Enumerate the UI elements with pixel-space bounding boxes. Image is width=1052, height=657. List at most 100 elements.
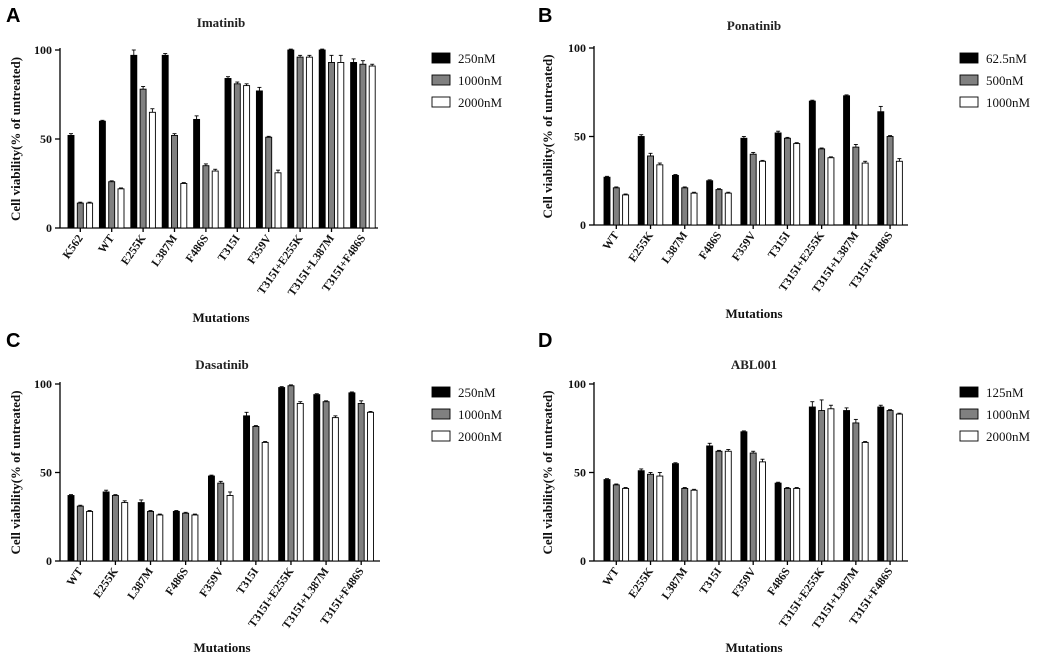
- legend-label: 500nM: [986, 73, 1024, 88]
- bar-b-3-2: [724, 192, 732, 226]
- legend-label: 1000nM: [458, 73, 503, 88]
- bar-b-3-0: [706, 180, 714, 226]
- bar-d-5-0: [774, 482, 782, 562]
- bar-c-6-1: [287, 385, 295, 562]
- legend-swatch: [431, 52, 451, 64]
- legend-label: 1000nM: [458, 407, 503, 422]
- y-tick-label: 100: [568, 41, 586, 55]
- legend-swatch: [431, 386, 451, 398]
- bar-b-0-0: [603, 176, 611, 226]
- bar-b-2-0: [671, 174, 679, 226]
- x-category-label: WT: [65, 566, 86, 589]
- bar-b-7-1: [852, 146, 860, 226]
- bar-c-4-0: [207, 475, 215, 562]
- bar-d-8-0: [877, 406, 885, 562]
- bar-a-9-1: [359, 63, 367, 229]
- legend-swatch: [431, 74, 451, 86]
- bar-c-3-1: [182, 512, 190, 562]
- chart-panel-d: D ABL001 0 50 100 Cell viability(% of untreat…: [538, 330, 1031, 655]
- bar-b-4-1: [749, 153, 757, 226]
- bar-a-6-0: [255, 90, 263, 229]
- legend-label: 1000nM: [986, 407, 1031, 422]
- panel-letter: C: [6, 330, 20, 352]
- bar-a-6-1: [265, 136, 273, 229]
- x-category-label: L387M: [126, 566, 156, 602]
- y-axis-label: Cell viability(% of untreated): [8, 390, 23, 554]
- bar-a-8-0: [318, 49, 326, 229]
- bar-c-1-2: [121, 502, 129, 562]
- bar-a-1-1: [108, 181, 116, 229]
- x-category-label: T315I: [216, 232, 243, 263]
- bar-b-4-0: [740, 137, 748, 226]
- legend-label: 1000nM: [986, 95, 1031, 110]
- bar-d-4-1: [749, 452, 757, 562]
- bar-a-2-1: [139, 88, 147, 229]
- bar-c-6-2: [296, 403, 304, 562]
- bar-c-7-2: [331, 417, 339, 562]
- bar-a-0-2: [86, 202, 94, 229]
- bar-b-4-2: [759, 160, 766, 226]
- legend-label: 250nM: [458, 51, 496, 66]
- x-category-label: T315I: [235, 565, 262, 596]
- x-category-label: T315I: [766, 229, 793, 260]
- legend-label: 125nM: [986, 385, 1024, 400]
- y-tick-label: 100: [568, 377, 586, 391]
- bar-b-1-1: [647, 155, 654, 226]
- bar-d-0-1: [612, 484, 620, 562]
- bar-c-4-2: [226, 495, 234, 562]
- bar-b-5-1: [783, 137, 791, 226]
- bar-d-7-2: [861, 441, 869, 562]
- y-axis-label: Cell viability(% of untreated): [8, 57, 23, 221]
- x-axis-label: Mutations: [193, 640, 250, 655]
- bar-d-0-0: [603, 479, 611, 562]
- x-category-label: F486S: [697, 230, 724, 262]
- bar-c-0-2: [86, 510, 94, 562]
- bar-c-1-0: [102, 491, 110, 562]
- bar-c-2-2: [156, 514, 164, 562]
- bar-d-1-2: [656, 475, 664, 562]
- x-category-label: K562: [61, 233, 86, 262]
- y-tick-label: 50: [574, 130, 586, 144]
- bar-c-5-0: [243, 415, 251, 562]
- chart-title: Ponatinib: [727, 18, 781, 33]
- bar-b-8-0: [877, 111, 885, 226]
- x-category-label: F359V: [246, 232, 275, 266]
- bar-d-7-1: [852, 422, 860, 562]
- bar-a-5-0: [224, 78, 232, 229]
- chart-panel-c: C Dasatinib 0 50 100 Cell viability(% of untr…: [6, 330, 503, 655]
- bar-c-0-1: [76, 505, 84, 562]
- bar-d-2-0: [671, 463, 679, 562]
- bar-d-3-0: [706, 445, 714, 562]
- chart-title: ABL001: [731, 357, 777, 372]
- bar-b-5-0: [774, 132, 782, 226]
- x-category-label: WT: [601, 566, 622, 589]
- y-tick-label: 50: [40, 132, 52, 146]
- bar-d-6-0: [808, 406, 816, 562]
- y-tick-label: 0: [580, 554, 586, 568]
- x-category-label: L387M: [150, 233, 180, 269]
- bar-d-7-0: [843, 410, 851, 562]
- bar-d-2-2: [690, 489, 698, 562]
- bar-c-8-2: [367, 411, 374, 562]
- bar-c-1-1: [111, 495, 119, 562]
- bar-c-6-0: [278, 387, 286, 562]
- bar-d-6-2: [827, 408, 835, 562]
- bar-a-1-0: [98, 120, 106, 229]
- bar-a-5-1: [233, 83, 241, 229]
- legend-label: 2000nM: [458, 429, 503, 444]
- bar-b-2-2: [690, 192, 698, 226]
- x-category-label: F359V: [198, 565, 227, 599]
- bar-d-5-1: [783, 487, 791, 562]
- chart-panel-b: B Ponatinib 0 50 100 Cell viability(% of untr…: [538, 5, 1031, 321]
- bar-b-3-1: [715, 189, 723, 226]
- bar-a-7-0: [287, 49, 295, 229]
- bar-c-3-2: [191, 514, 199, 562]
- x-axis-label: Mutations: [725, 306, 782, 321]
- x-category-label: L387M: [660, 566, 690, 602]
- bar-b-6-0: [808, 100, 816, 226]
- y-axis-label: Cell viability(% of untreated): [540, 54, 555, 218]
- bar-a-3-2: [180, 183, 188, 229]
- bar-b-6-1: [818, 148, 826, 226]
- panel-letter: A: [6, 5, 20, 27]
